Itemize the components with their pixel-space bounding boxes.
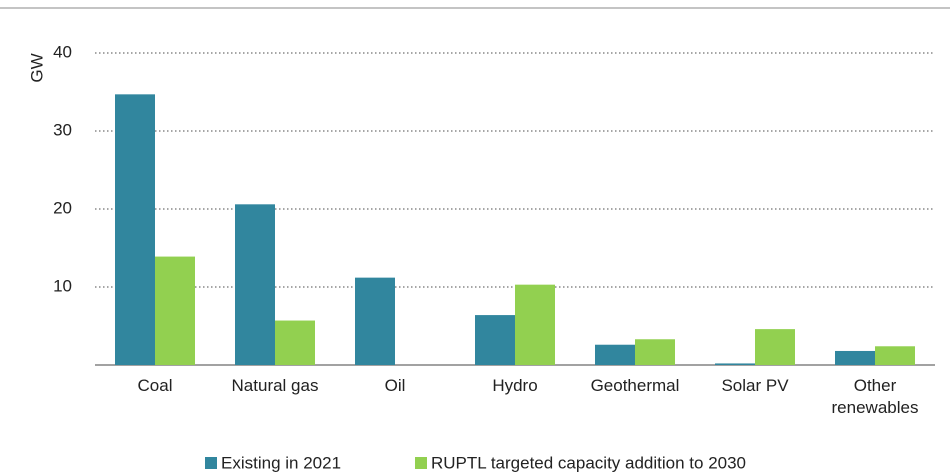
y-tick-label: 10 — [53, 276, 72, 295]
legend-swatch — [205, 457, 217, 469]
legend-label: RUPTL targeted capacity addition to 2030 — [431, 453, 746, 472]
bar — [595, 344, 635, 365]
x-tick-label: Solar PV — [721, 376, 789, 395]
bar — [155, 256, 195, 365]
bar — [755, 329, 795, 365]
x-tick-label: Coal — [137, 376, 173, 395]
bar — [835, 350, 875, 365]
y-axis-label: GW — [27, 53, 46, 82]
y-tick-label: 40 — [53, 42, 72, 61]
legend-swatch — [415, 457, 427, 469]
bar — [875, 346, 915, 365]
bar — [115, 94, 155, 365]
bar — [275, 320, 315, 365]
x-tick-label: Other renewables — [831, 376, 919, 417]
bar — [635, 339, 675, 365]
bar — [235, 204, 275, 365]
x-tick-label: Oil — [384, 376, 406, 395]
x-tick-label: Natural gas — [231, 376, 319, 395]
bar — [715, 363, 755, 365]
x-tick-label: Geothermal — [590, 376, 680, 395]
y-tick-label: 20 — [53, 198, 72, 217]
bar — [475, 315, 515, 365]
legend-label: Existing in 2021 — [221, 453, 341, 472]
bar — [515, 284, 555, 365]
bar — [355, 277, 395, 365]
y-tick-label: 30 — [53, 120, 72, 139]
x-tick-label: Hydro — [492, 376, 538, 395]
